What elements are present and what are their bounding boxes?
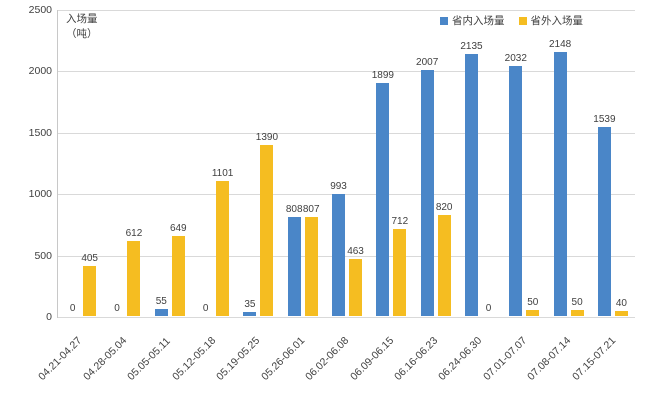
- legend-label-inner: 省内入场量: [452, 15, 505, 27]
- bar-group: 2032 50: [502, 10, 546, 316]
- bar-value-label: 1390: [255, 132, 279, 144]
- bar-inner: 2007: [416, 57, 438, 316]
- bar-group: 2007 820: [414, 10, 458, 316]
- bar-group: 1539 40: [591, 10, 635, 316]
- bar-outer: 612: [126, 228, 142, 316]
- legend-item-outer: 省外入场量: [518, 13, 584, 28]
- legend-swatch-outer: [518, 16, 527, 25]
- x-axis-labels: 04.21-04.27 04.28-05.04 05.05-05.11 05.12-0…: [36, 320, 636, 410]
- y-axis-tick-label: 1500: [28, 126, 52, 139]
- bar-inner: 2032: [505, 53, 527, 316]
- bar-group: 0 1101: [192, 10, 236, 316]
- gridline: [58, 255, 635, 257]
- bar-outer: 1390: [256, 132, 278, 316]
- gridline: [58, 317, 635, 318]
- y-axis-title: 入场量 （吨）: [66, 12, 98, 42]
- bar-outer: 405: [81, 253, 98, 316]
- gridline: [58, 132, 635, 134]
- gridline: [58, 71, 635, 73]
- bar-value-label: 463: [347, 246, 364, 258]
- bar-groups: 0 405 0 612 55 649 0 1101 35 1390 808 807 993 463 1899…: [59, 10, 635, 316]
- bar-inner: 2148: [549, 39, 571, 316]
- bar-value-label: 1899: [371, 69, 394, 81]
- y-axis-tick-label: 500: [34, 249, 52, 262]
- bar-inner: 55: [154, 296, 168, 316]
- y-axis-tick-label: 2000: [28, 65, 52, 78]
- bar-inner: 35: [243, 299, 257, 316]
- bar-outer: 40: [614, 298, 628, 316]
- bar-value-label: 50: [571, 296, 583, 308]
- bar-group: 808 807: [281, 10, 325, 316]
- legend-item-inner: 省内入场量: [440, 13, 505, 28]
- plot-area: 0 500 1000 1500 2000 2500 0 405 0 612 55 649 0 1101 3…: [29, 4, 635, 323]
- bar-group: 2135 0: [458, 10, 502, 316]
- bar-value-label: 50: [527, 296, 539, 308]
- bar-value-label: 1101: [211, 167, 234, 179]
- bar-value-label: 649: [169, 223, 187, 235]
- bar-group: 993 463: [325, 10, 369, 316]
- gridline: [58, 10, 635, 11]
- bar-outer: 807: [303, 204, 320, 316]
- bar-group: 0 612: [103, 10, 147, 316]
- bar-outer: 50: [526, 297, 540, 316]
- legend-swatch-inner: [440, 16, 448, 25]
- y-axis-tick-label: 2500: [28, 4, 52, 16]
- bar-inner: 993: [330, 181, 347, 316]
- bar-value-label: 808: [285, 203, 303, 215]
- bar-value-label: 2135: [460, 40, 483, 52]
- bar-value-label: 0: [69, 303, 76, 314]
- bar-value-label: 405: [81, 253, 98, 265]
- bar-value-label: 35: [244, 298, 256, 310]
- bar-value-label: 807: [302, 203, 320, 215]
- bar-outer: 712: [392, 216, 408, 316]
- bar-value-label: 712: [391, 215, 409, 227]
- bar-outer: 463: [347, 246, 364, 316]
- bar-value-label: 55: [155, 296, 167, 308]
- bar-value-label: 2032: [504, 53, 527, 65]
- bar-inner: 2135: [460, 41, 483, 316]
- y-axis-title-line-2: （吨）: [66, 28, 98, 40]
- bar-value-label: 0: [114, 303, 120, 314]
- bar-inner: 808: [286, 204, 303, 316]
- legend-label-outer: 省外入场量: [530, 15, 584, 27]
- bar-value-label: 2148: [548, 39, 572, 51]
- bar-outer: 1101: [212, 168, 233, 316]
- bar-value-label: 993: [330, 181, 347, 193]
- bar-value-label: 1539: [593, 114, 616, 126]
- bar-inner: 1899: [372, 70, 394, 316]
- bar-group: 0 405: [59, 10, 103, 316]
- gridline: [58, 194, 635, 196]
- chart-legend: 省内入场量 省外入场量: [440, 13, 583, 28]
- bar-inner: 1539: [593, 114, 616, 316]
- bar-group: 2148 50: [546, 10, 590, 316]
- bar-value-label: 0: [202, 303, 209, 314]
- bar-outer: 649: [170, 223, 187, 316]
- x-axis-label-cell: 07.15-07.21: [570, 320, 636, 410]
- y-axis-tick-label: 1000: [28, 188, 52, 201]
- bar-value-label: 0: [485, 303, 492, 314]
- x-axis-tick-label: 04.21-04.27: [36, 334, 85, 383]
- bar-value-label: 40: [615, 298, 627, 310]
- bar-outer: 820: [436, 202, 453, 316]
- bar-group: 35 1390: [236, 10, 280, 316]
- bar-group: 1899 712: [369, 10, 413, 316]
- bar-value-label: 2007: [416, 56, 439, 68]
- bar-value-label: 612: [125, 227, 143, 239]
- bar-outer: 50: [570, 297, 584, 316]
- bar-value-label: 820: [435, 202, 453, 214]
- y-axis-tick-label: 0: [46, 311, 52, 323]
- bar-group: 55 649: [148, 10, 192, 316]
- y-axis-title-line-1: 入场量: [66, 13, 98, 25]
